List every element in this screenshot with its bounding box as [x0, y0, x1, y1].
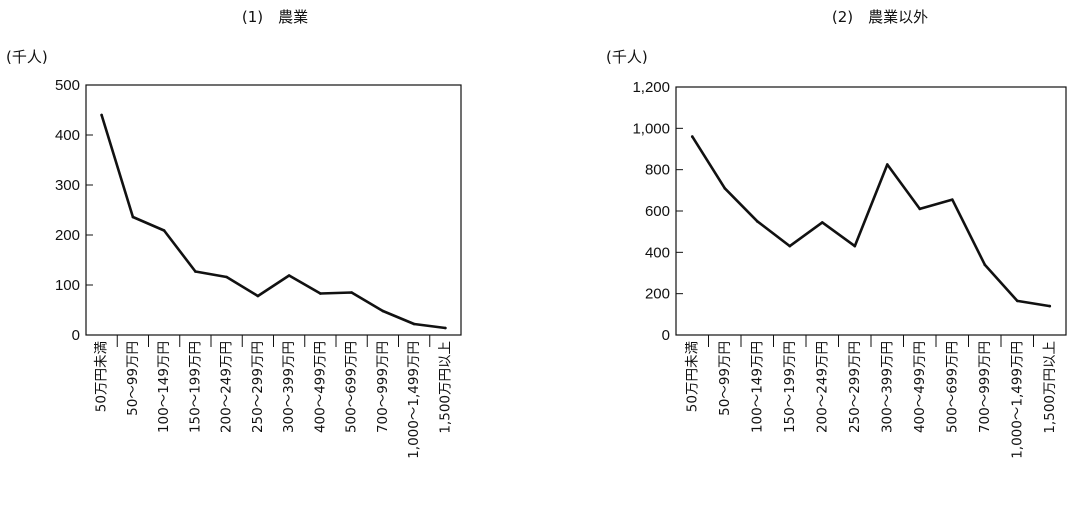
- data-point: [194, 270, 197, 273]
- data-point: [723, 186, 727, 190]
- x-tick-label: 200～249万円: [814, 341, 830, 433]
- y-tick-label: 200: [645, 286, 670, 303]
- data-point: [983, 263, 987, 267]
- data-point: [256, 294, 260, 298]
- data-point: [690, 135, 694, 138]
- x-tick-label: 150～199万円: [187, 341, 203, 433]
- x-tick-label: 1,500万円以上: [1042, 341, 1058, 434]
- series-line: [100, 113, 447, 330]
- x-tick-label: 50～99万円: [717, 341, 733, 416]
- y-axis-unit-label: (千人): [6, 48, 48, 66]
- x-tick-label: 100～149万円: [156, 341, 172, 433]
- x-tick-label: 100～149万円: [749, 341, 765, 433]
- x-tick-label: 150～199万円: [782, 341, 798, 433]
- y-tick-label: 400: [645, 244, 670, 261]
- data-point: [162, 229, 166, 232]
- data-point: [412, 322, 416, 326]
- y-tick-label: 1,200: [632, 79, 670, 96]
- x-tick-label: 250～299万円: [250, 341, 266, 433]
- x-tick-label: 400～499万円: [912, 341, 928, 433]
- data-point: [287, 274, 291, 277]
- data-point: [853, 244, 857, 248]
- data-point: [381, 309, 385, 313]
- chart-1: (1) 農業 (千人) 0 100 200 300 400 500 50万円未満 50～99万円 1…: [6, 8, 462, 459]
- chart-title: (2) 農業以外: [832, 8, 928, 26]
- data-point: [950, 198, 954, 201]
- plot-frame: [85, 84, 462, 336]
- x-tick-label: 50万円未満: [684, 341, 700, 412]
- x-tick-label: 50～99万円: [125, 341, 141, 416]
- data-point: [788, 244, 792, 248]
- y-axis-unit-label: (千人): [606, 48, 648, 66]
- y-tick-label: 400: [55, 127, 80, 144]
- data-point: [755, 220, 759, 223]
- y-tick-label: 800: [645, 162, 670, 179]
- data-point: [918, 207, 922, 211]
- y-tick-label: 300: [55, 177, 80, 194]
- x-tick-label: 500～699万円: [344, 341, 360, 433]
- data-point: [820, 221, 824, 224]
- x-tick-label: 1,000～1,499万円: [406, 341, 422, 459]
- data-point: [1048, 304, 1052, 308]
- x-tick-label: 250～299万円: [847, 341, 863, 433]
- data-point: [225, 275, 228, 279]
- y-tick-label: 200: [55, 227, 80, 244]
- x-tick-label: 1,500万円以上: [437, 341, 453, 434]
- x-tick-label: 200～249万円: [219, 341, 235, 433]
- data-point: [444, 326, 447, 330]
- x-tick-label: 300～399万円: [281, 341, 297, 433]
- series-line: [690, 135, 1052, 308]
- x-tick-label: 500～699万円: [944, 341, 960, 433]
- x-tick-label: 300～399万円: [879, 341, 895, 433]
- y-tick-label: 500: [55, 77, 80, 94]
- chart-2: (2) 農業以外 (千人) 0 200 400 600 800 1,000 1,200 50万円未…: [606, 8, 1067, 459]
- data-point: [885, 163, 889, 166]
- x-tick-label: 700～999万円: [977, 341, 993, 433]
- data-point: [319, 292, 322, 295]
- x-tick-label: 400～499万円: [312, 341, 328, 433]
- x-tick-label: 1,000～1,499万円: [1009, 341, 1025, 459]
- y-tick-label: 100: [55, 277, 80, 294]
- x-tick-label: 50万円未満: [94, 341, 110, 412]
- y-tick-label: 0: [662, 327, 670, 344]
- y-tick-label: 0: [72, 327, 80, 344]
- chart-title: (1) 農業: [242, 8, 308, 26]
- plot-frame: [675, 86, 1067, 336]
- data-point: [1015, 299, 1019, 303]
- data-point: [350, 291, 353, 294]
- y-tick-label: 600: [645, 203, 670, 220]
- data-point: [100, 113, 103, 117]
- x-tick-label: 700～999万円: [375, 341, 391, 433]
- data-point: [131, 215, 135, 219]
- y-tick-label: 1,000: [632, 120, 670, 137]
